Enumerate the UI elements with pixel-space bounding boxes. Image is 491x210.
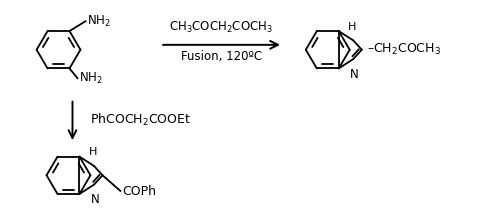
Text: PhCOCH$_2$COOEt: PhCOCH$_2$COOEt: [90, 112, 191, 128]
Text: –CH$_2$COCH$_3$: –CH$_2$COCH$_3$: [367, 42, 441, 57]
Text: H: H: [348, 22, 356, 32]
Text: CH$_3$COCH$_2$COCH$_3$: CH$_3$COCH$_2$COCH$_3$: [169, 20, 273, 35]
Text: N: N: [350, 68, 358, 81]
Text: NH$_2$: NH$_2$: [87, 14, 111, 29]
Text: H: H: [89, 147, 97, 157]
Text: N: N: [91, 193, 99, 206]
Text: NH$_2$: NH$_2$: [80, 71, 103, 86]
Text: Fusion, 120ºC: Fusion, 120ºC: [181, 50, 262, 63]
Text: COPh: COPh: [122, 185, 157, 198]
